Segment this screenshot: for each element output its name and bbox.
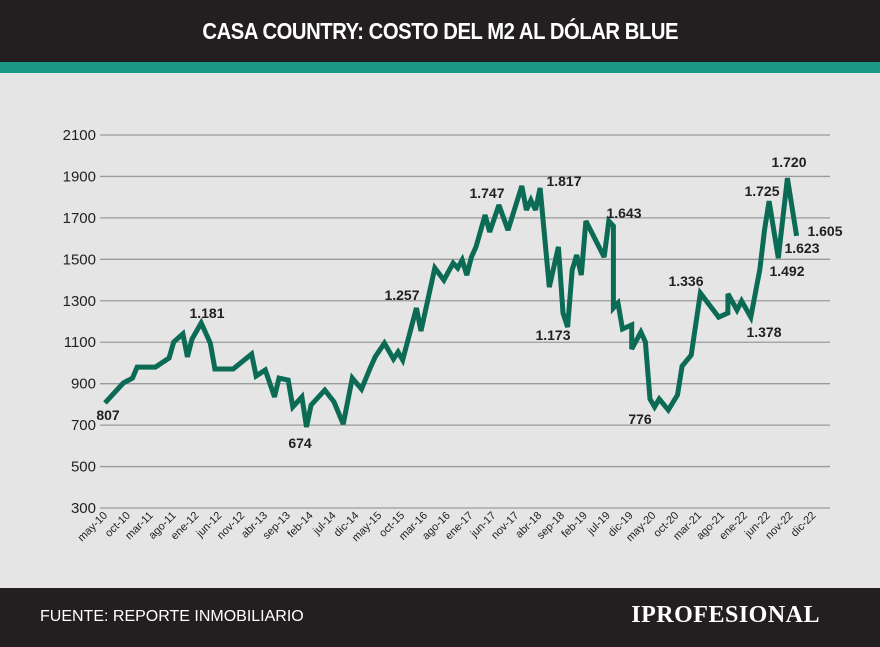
y-tick-label: 700 [71, 417, 96, 434]
footer-bar: FUENTE: REPORTE INMOBILIARIO IPROFESIONA… [0, 588, 880, 647]
source-note: FUENTE: REPORTE INMOBILIARIO [40, 608, 304, 625]
y-tick-label: 1100 [64, 334, 96, 351]
data-label: 807 [96, 407, 120, 423]
data-label: 1.336 [668, 273, 703, 289]
title-bar: CASA COUNTRY: COSTO DEL M2 AL DÓLAR BLUE [0, 0, 880, 62]
y-tick-label: 2100 [63, 127, 96, 144]
data-label: 1.257 [384, 287, 419, 303]
chart-title: CASA COUNTRY: COSTO DEL M2 AL DÓLAR BLUE [202, 17, 678, 44]
y-tick-label: 1700 [63, 210, 96, 227]
data-label: 1.725 [744, 183, 779, 199]
line-chart: 210019001700150013001100900700500300may-… [63, 127, 843, 544]
data-label: 1.378 [746, 324, 781, 340]
accent-stripe [0, 62, 880, 73]
y-tick-label: 900 [71, 376, 96, 393]
data-line [103, 177, 800, 428]
data-label: 1.623 [784, 240, 819, 256]
x-tick-label: dic-22 [789, 510, 819, 540]
data-label: 1.817 [546, 173, 581, 189]
data-label: 1.747 [469, 185, 504, 201]
y-tick-label: 1500 [63, 251, 96, 268]
y-tick-label: 1300 [63, 293, 96, 310]
data-label: 1.643 [606, 205, 641, 221]
x-tick-label: feb-14 [285, 510, 316, 541]
y-tick-label: 300 [71, 500, 96, 517]
data-label: 674 [288, 435, 312, 451]
x-tick-label: feb-19 [559, 510, 590, 541]
data-label: 776 [628, 411, 652, 427]
brand-logo: IPROFESIONAL [631, 602, 820, 628]
data-label: 1.181 [189, 305, 224, 321]
y-tick-label: 1900 [63, 168, 96, 185]
data-label: 1.720 [771, 154, 806, 170]
data-label: 1.605 [807, 223, 842, 239]
data-label: 1.492 [769, 263, 804, 279]
y-tick-label: 500 [71, 459, 96, 476]
data-label: 1.173 [535, 327, 570, 343]
